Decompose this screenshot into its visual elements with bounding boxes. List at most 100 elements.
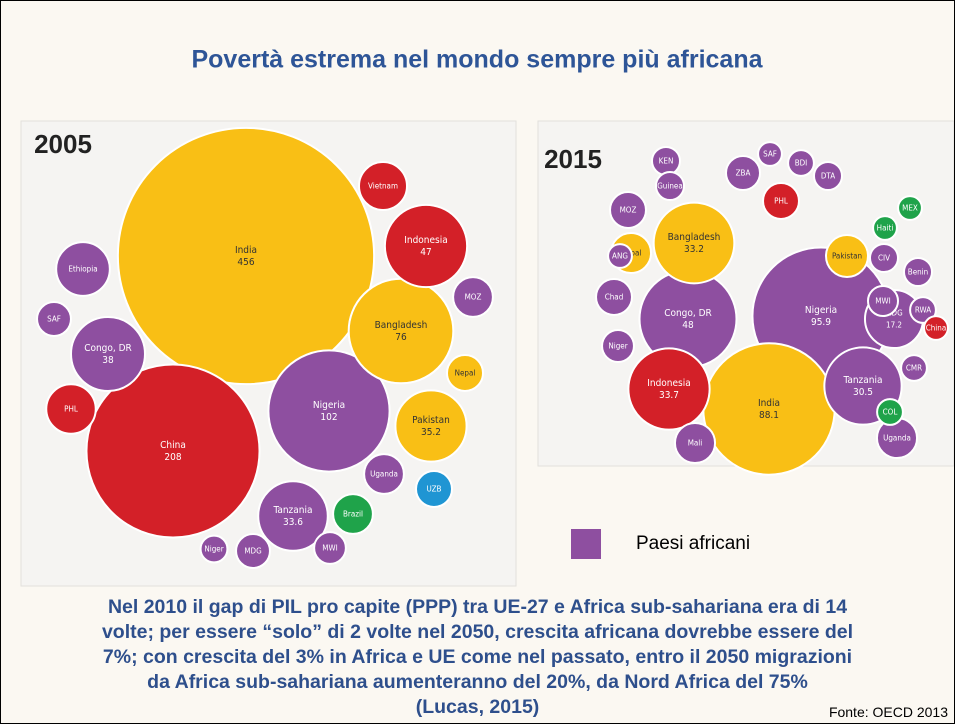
bubble bbox=[866, 284, 900, 318]
chart-title: 2015 bbox=[544, 144, 602, 174]
bubble bbox=[257, 480, 329, 552]
bubble-label: Nigeria bbox=[805, 305, 837, 316]
bubble-label: Tanzania bbox=[272, 505, 312, 516]
bubble bbox=[313, 531, 347, 565]
bubble-label: SAF bbox=[47, 315, 61, 324]
bubble bbox=[702, 342, 836, 476]
bubble bbox=[347, 277, 455, 385]
bubble-label: CMR bbox=[906, 364, 922, 373]
bubble-label: MOZ bbox=[465, 293, 482, 302]
bubble-label: China bbox=[926, 324, 947, 333]
bubble bbox=[813, 161, 843, 191]
bubble bbox=[909, 296, 937, 324]
bubble bbox=[627, 347, 711, 431]
bubble-label: MDG bbox=[244, 547, 261, 556]
bubble bbox=[383, 203, 469, 289]
bubble-label: Ethiopia bbox=[68, 265, 97, 274]
bubble-label: Guinea bbox=[657, 182, 683, 191]
bubble bbox=[609, 191, 647, 229]
bubble-label: Nigeria bbox=[313, 400, 345, 411]
bubble-value: 33.6 bbox=[283, 517, 303, 528]
bubble-label: Pakistan bbox=[412, 415, 450, 426]
bubble-value: 456 bbox=[237, 257, 254, 268]
bubble-label: Niger bbox=[204, 545, 223, 554]
bubble bbox=[757, 141, 783, 167]
bubble-label: UZB bbox=[427, 485, 442, 494]
bubble bbox=[923, 315, 949, 341]
bubble-value: 33.2 bbox=[684, 244, 704, 255]
paragraph-line: da Africa sub-sahariana aumenteranno del… bbox=[147, 671, 808, 693]
bubble bbox=[363, 453, 405, 495]
bubble bbox=[45, 383, 97, 435]
bubble-label: COL bbox=[883, 408, 898, 417]
bubble-label: MDG bbox=[885, 309, 902, 318]
bubble-label: India bbox=[758, 398, 780, 409]
paragraph-line: (Lucas, 2015) bbox=[415, 696, 540, 718]
bubble bbox=[235, 533, 271, 569]
bubble bbox=[199, 534, 229, 564]
bubble-label: Bangladesh bbox=[375, 320, 428, 331]
paragraph-line: 7%; con crescita del 3% in Africa e UE c… bbox=[102, 646, 853, 668]
bubble-label: Chad bbox=[605, 293, 624, 302]
bubble-label: Indonesia bbox=[404, 235, 448, 246]
bubble-value: 30.5 bbox=[853, 387, 873, 398]
bubble-label: MEX bbox=[902, 204, 918, 213]
bubble-label: PHL bbox=[774, 197, 788, 206]
bubble bbox=[762, 182, 800, 220]
bubble-label: RWA bbox=[915, 306, 931, 315]
bubble-label: PHL bbox=[64, 405, 78, 414]
bubble-label: Niger bbox=[608, 342, 627, 351]
bubble-value: 95.9 bbox=[811, 317, 831, 328]
bubble bbox=[85, 363, 261, 539]
bubble bbox=[116, 126, 376, 386]
paragraph: Nel 2010 il gap di PIL pro capite (PPP) … bbox=[1, 595, 954, 720]
legend-swatch bbox=[571, 529, 601, 559]
bubble-label: China bbox=[160, 440, 186, 451]
bubble bbox=[897, 195, 923, 221]
bubble-value: 35.2 bbox=[421, 427, 441, 438]
bubble-label: MWI bbox=[322, 544, 337, 553]
bubble bbox=[332, 493, 374, 535]
bubble bbox=[36, 301, 72, 337]
bubble-label: Brazil bbox=[343, 510, 363, 519]
bubble-label: KEN bbox=[659, 157, 674, 166]
bubble-label: DTA bbox=[821, 172, 835, 181]
bubble bbox=[787, 149, 815, 177]
bubble-value: 102 bbox=[320, 412, 337, 423]
bubble-value: 88.1 bbox=[759, 410, 779, 421]
bubble-label: Congo, DR bbox=[84, 343, 132, 354]
bubble-label: Congo, DR bbox=[664, 308, 712, 319]
bubble-label: MOZ bbox=[620, 206, 637, 215]
bubble bbox=[652, 201, 736, 285]
bubble bbox=[452, 276, 494, 318]
bubble bbox=[70, 316, 146, 392]
bubble-label: CIV bbox=[878, 254, 890, 263]
legend-label: Paesi africani bbox=[636, 533, 750, 554]
bubble-value: 38 bbox=[102, 355, 114, 366]
bubble bbox=[415, 470, 453, 508]
charts: Povertà estrema nel mondo sempre più afr… bbox=[20, 46, 954, 587]
source: Fonte: OECD 2013 bbox=[828, 704, 948, 720]
bubble bbox=[903, 257, 933, 287]
bubble-label: Bangladesh bbox=[668, 232, 721, 243]
bubble-label: ANG bbox=[612, 252, 628, 261]
bubble-label: Tanzania bbox=[842, 375, 882, 386]
bubble-value: 33.7 bbox=[659, 390, 679, 401]
bubble bbox=[876, 398, 904, 426]
bubble-label: Nepal bbox=[455, 369, 476, 378]
bubble bbox=[724, 154, 762, 192]
bubble bbox=[900, 354, 928, 382]
bubble-value: 17.2 bbox=[886, 321, 902, 330]
bubble-label: ZBA bbox=[736, 169, 751, 178]
bubble bbox=[655, 171, 685, 201]
bubble-label: MWI bbox=[875, 297, 890, 306]
bubble bbox=[872, 215, 898, 241]
bubble-label: Indonesia bbox=[647, 378, 691, 389]
bubble-label: Mali bbox=[688, 439, 703, 448]
bubble bbox=[825, 234, 869, 278]
bubble bbox=[607, 243, 633, 269]
bubble-label: Uganda bbox=[883, 434, 911, 443]
bubble-label: Benin bbox=[908, 268, 929, 277]
bubble bbox=[595, 278, 633, 316]
